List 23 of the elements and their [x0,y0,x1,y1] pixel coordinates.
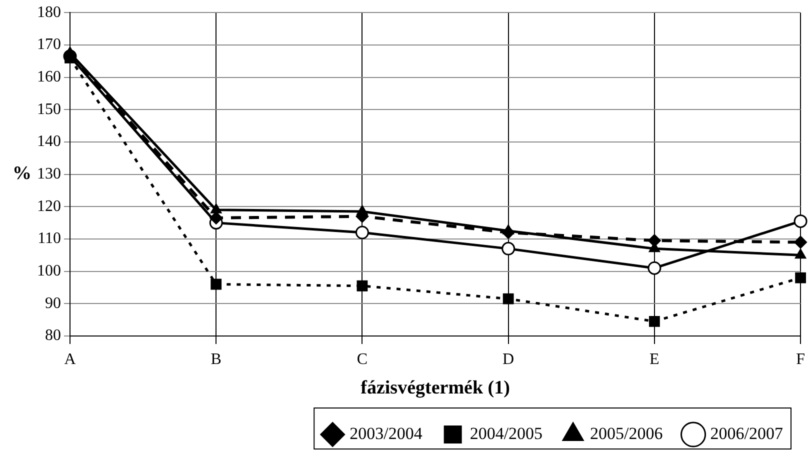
y-tick-label: 90 [45,294,61,312]
x-tick-label: F [796,350,806,368]
y-tick-label: 170 [37,36,61,54]
legend-label: 2005/2006 [590,424,663,443]
x-tick-label: E [650,350,660,368]
x-tick-label: B [210,350,222,368]
legend-label: 2003/2004 [350,424,423,443]
x-tick-label: C [356,350,368,368]
legend-label: 2006/2007 [710,424,784,443]
y-tick-label: 160 [37,68,61,86]
x-tick-label: D [502,350,514,368]
y-tick-label: 130 [37,166,61,183]
legend-label: 2004/2005 [470,424,543,443]
y-axis-title: % [12,163,32,184]
y-tick-label: 180 [37,4,61,21]
y-tick-label: 100 [37,262,61,280]
y-tick-label: 110 [38,230,61,248]
y-tick-label: 120 [37,198,61,215]
x-axis-title: fázisvégtermék (1) [360,378,510,399]
y-tick-label: 140 [37,133,61,150]
y-tick-label: 80 [45,327,61,344]
x-tick-label: A [64,350,76,368]
y-tick-label: 150 [37,100,61,118]
